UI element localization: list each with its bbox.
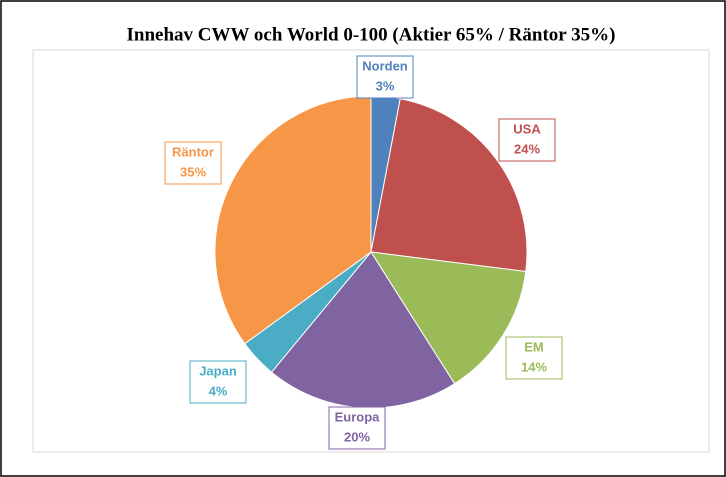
- callout-box: [356, 55, 414, 99]
- category-label: Räntor: [172, 144, 214, 159]
- pie-slice: [214, 95, 372, 345]
- value-label: 24%: [514, 141, 540, 156]
- chart-title: Innehav CWW och World 0-100 (Aktier 65% …: [127, 24, 616, 45]
- callout-box: [498, 118, 556, 162]
- callout-box: [505, 336, 563, 380]
- category-label: USA: [513, 121, 541, 136]
- category-label: Japan: [199, 363, 237, 378]
- category-label: EM: [524, 339, 544, 354]
- callout-box: [164, 141, 222, 185]
- value-label: 14%: [521, 359, 547, 374]
- value-label: 35%: [180, 164, 206, 179]
- callout-box: [189, 360, 247, 404]
- value-label: 20%: [344, 429, 370, 444]
- value-label: 3%: [376, 78, 395, 93]
- pie-slice: [370, 251, 527, 385]
- pie-slice: [370, 98, 528, 273]
- category-label: Europa: [335, 409, 381, 424]
- callout-box: [328, 406, 386, 450]
- category-label: Norden: [362, 58, 408, 73]
- value-label: 4%: [209, 383, 228, 398]
